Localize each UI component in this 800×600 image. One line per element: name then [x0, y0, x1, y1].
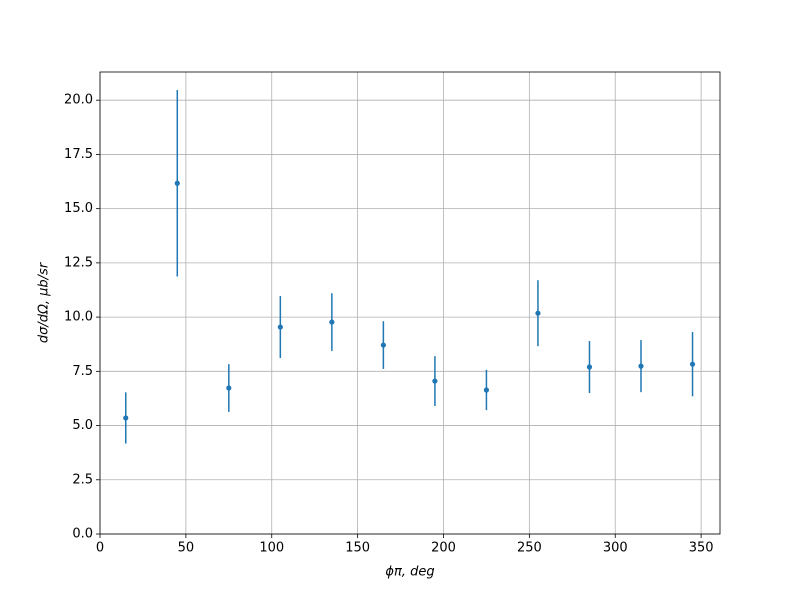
data-point — [277, 324, 283, 330]
y-tick-label: 17.5 — [64, 147, 93, 162]
x-axis-label: ϕπ, deg — [385, 565, 434, 580]
data-point — [586, 364, 593, 370]
y-tick-label: 5.0 — [72, 418, 93, 433]
data-point — [329, 319, 335, 325]
x-tick-label: 150 — [345, 541, 370, 556]
data-point — [226, 385, 232, 391]
y-axis-label: dσ/dΩ, μb/sr — [37, 261, 52, 343]
x-tick-label: 200 — [431, 541, 456, 556]
x-tick-label: 0 — [96, 541, 104, 556]
plot-frame — [99, 71, 721, 535]
x-tick-label: 50 — [178, 541, 195, 556]
y-tick-label: 0.0 — [72, 527, 93, 542]
y-tick-label: 12.5 — [64, 255, 93, 270]
x-tick-label: 250 — [517, 541, 542, 556]
y-tick-label: 2.5 — [72, 472, 93, 487]
data-point — [638, 363, 644, 369]
data-point — [380, 342, 386, 348]
x-tick-label: 350 — [689, 541, 714, 556]
y-tick-label: 20.0 — [64, 93, 93, 108]
y-tick-label: 15.0 — [64, 201, 93, 216]
data-point — [483, 387, 490, 393]
y-tick-label: 10.0 — [64, 310, 93, 325]
y-tick-label: 7.5 — [72, 364, 93, 379]
x-tick-label: 300 — [603, 541, 628, 556]
data-point — [689, 361, 696, 367]
x-tick-label: 100 — [259, 541, 284, 556]
data-point — [535, 310, 541, 316]
data-point — [123, 415, 129, 421]
data-point — [432, 378, 438, 384]
data-point — [174, 180, 180, 186]
